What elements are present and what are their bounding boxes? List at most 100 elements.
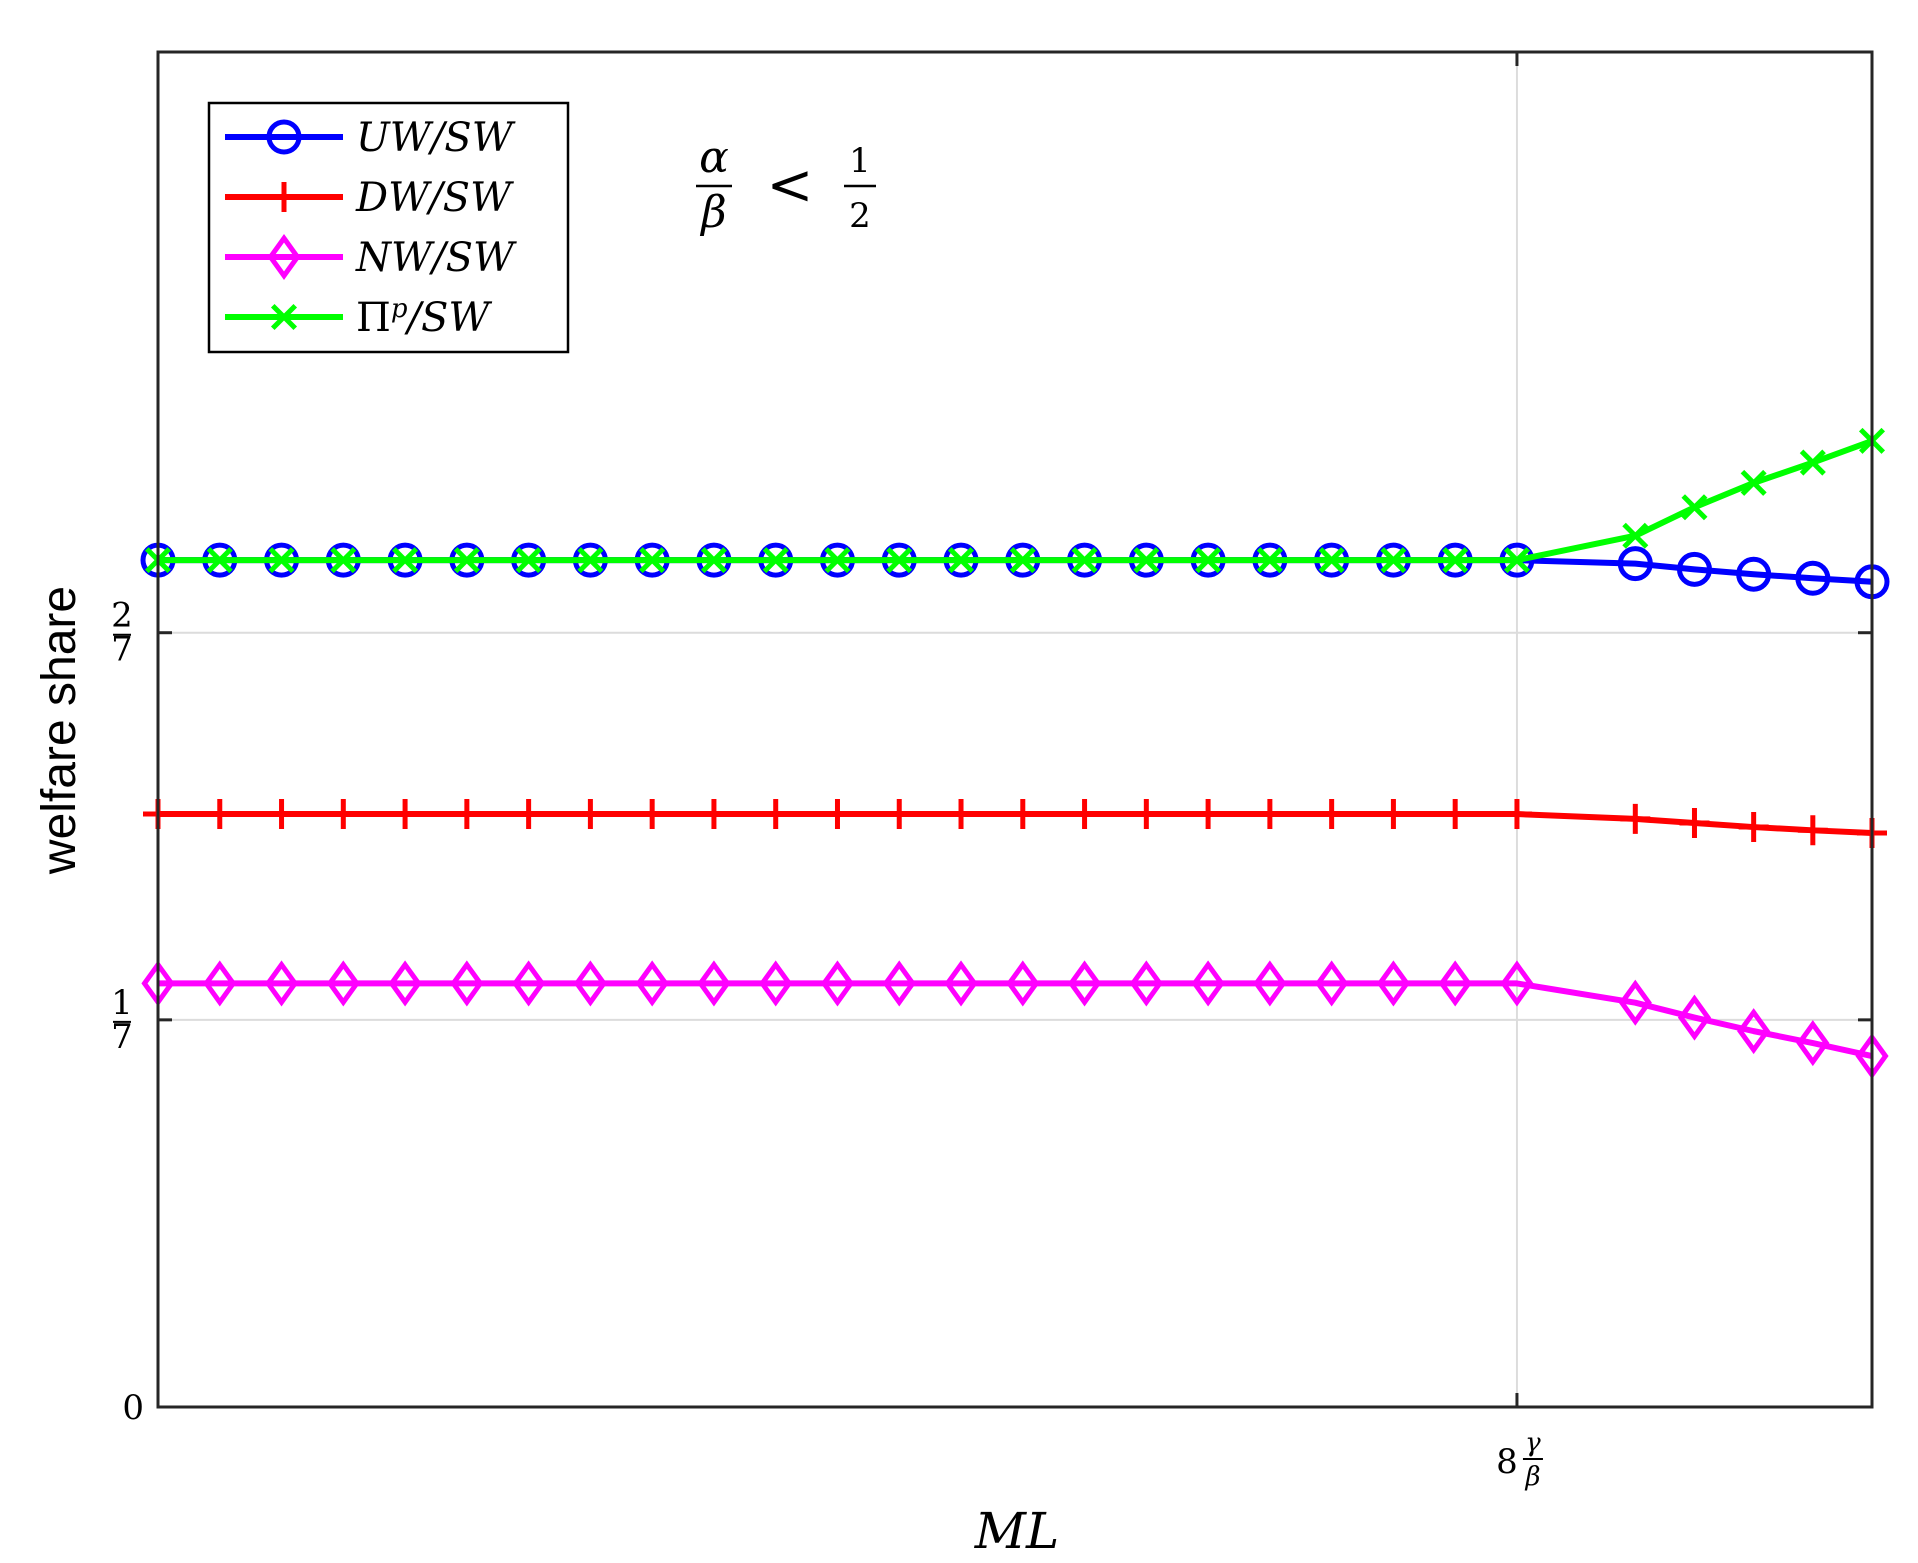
data-point [698, 799, 729, 830]
data-point [637, 799, 668, 830]
data-point [1133, 547, 1160, 574]
data-point [1440, 799, 1471, 830]
x-tick-label-num: γ [1525, 1428, 1541, 1458]
data-point [1740, 469, 1767, 496]
data-point [1796, 1020, 1830, 1067]
data-point [1069, 799, 1100, 830]
data-point [204, 799, 235, 830]
data-point [451, 799, 482, 830]
data-point [1195, 547, 1222, 574]
legend-label: NW/SW [355, 235, 517, 281]
data-point [1501, 799, 1532, 830]
annotation-rhs-num: 1 [849, 141, 871, 181]
data-point [1438, 960, 1472, 1007]
data-point [1318, 547, 1345, 574]
data-point [266, 799, 297, 830]
legend-label: DW/SW [355, 175, 514, 221]
data-point [1681, 494, 1708, 521]
data-point [1618, 979, 1652, 1026]
data-point [1191, 960, 1225, 1007]
x-tick-label-den: β [1524, 1462, 1540, 1492]
y-tick-label-num: 1 [111, 983, 133, 1023]
annotation-lhs-den: β [699, 187, 726, 238]
annotation-lhs-num: α [699, 132, 729, 183]
data-point [824, 547, 851, 574]
data-point [264, 960, 299, 1007]
data-point [575, 799, 606, 830]
data-point [1253, 960, 1287, 1007]
data-point [1797, 815, 1828, 846]
data-point [700, 547, 727, 574]
data-point [1617, 546, 1653, 582]
data-point [1378, 799, 1409, 830]
data-point [450, 960, 484, 1007]
data-point [1679, 807, 1710, 838]
data-point [759, 960, 793, 1007]
data-point [453, 547, 480, 574]
data-point [1676, 551, 1712, 587]
data-point [390, 799, 421, 830]
legend-marker [267, 233, 301, 281]
data-point [328, 799, 359, 830]
data-point [577, 547, 604, 574]
data-point [1738, 812, 1769, 843]
legend-marker [266, 119, 302, 155]
data-point [1799, 449, 1826, 476]
series-psw [144, 427, 1886, 574]
data-point [1380, 547, 1407, 574]
data-point [882, 960, 916, 1007]
y-tick-label: 0 [122, 1388, 144, 1428]
data-point [1736, 556, 1772, 592]
data-point [1442, 547, 1469, 574]
data-point [822, 799, 853, 830]
legend-marker [269, 182, 299, 212]
data-point [515, 547, 542, 574]
data-point [1620, 803, 1651, 834]
series-layer [140, 427, 1890, 1080]
data-point [268, 547, 295, 574]
legend-marker [270, 303, 298, 331]
x-axis-label: ML [974, 1502, 1059, 1560]
y-axis-label: welfare share [33, 586, 86, 875]
series-nwsw [141, 960, 1889, 1080]
data-point [326, 960, 360, 1007]
data-point [1193, 799, 1224, 830]
legend-entry: UW/SW [225, 115, 516, 161]
data-point [513, 799, 544, 830]
legend: UW/SW DW/SW NW/SW Πp/SW [207, 101, 570, 354]
data-point [697, 960, 731, 1007]
y-tick-label-num: 2 [111, 596, 133, 636]
data-point [1376, 960, 1411, 1007]
data-point [1071, 547, 1098, 574]
data-point [1131, 799, 1162, 830]
legend-entry: NW/SW [225, 233, 517, 281]
ratio-annotation: α β < 1 2 [696, 132, 876, 238]
data-point [1677, 994, 1712, 1041]
data-point [512, 960, 546, 1007]
legend-entry: DW/SW [225, 175, 514, 221]
data-point [573, 960, 607, 1007]
annotation-op: < [767, 153, 814, 218]
data-point [1254, 799, 1285, 830]
data-point [1795, 560, 1831, 596]
grid [158, 52, 1872, 1407]
data-point [820, 960, 855, 1007]
x-tick-label-int: 8 [1496, 1442, 1518, 1482]
series-line [158, 438, 1874, 564]
data-point [1067, 960, 1102, 1007]
data-point [1503, 547, 1530, 574]
y-tick-label-den: 7 [111, 1017, 133, 1057]
series-line [158, 980, 1873, 1059]
data-point [1006, 960, 1040, 1007]
y-tick-label-den: 7 [111, 630, 133, 670]
data-point [948, 547, 975, 574]
data-point [1129, 960, 1163, 1007]
data-point [635, 960, 669, 1007]
legend-label: Πp/SW [356, 294, 492, 341]
data-point [203, 960, 237, 1007]
data-point [639, 547, 666, 574]
series-line [158, 811, 1873, 837]
data-point [1500, 960, 1534, 1007]
data-point [762, 547, 789, 574]
